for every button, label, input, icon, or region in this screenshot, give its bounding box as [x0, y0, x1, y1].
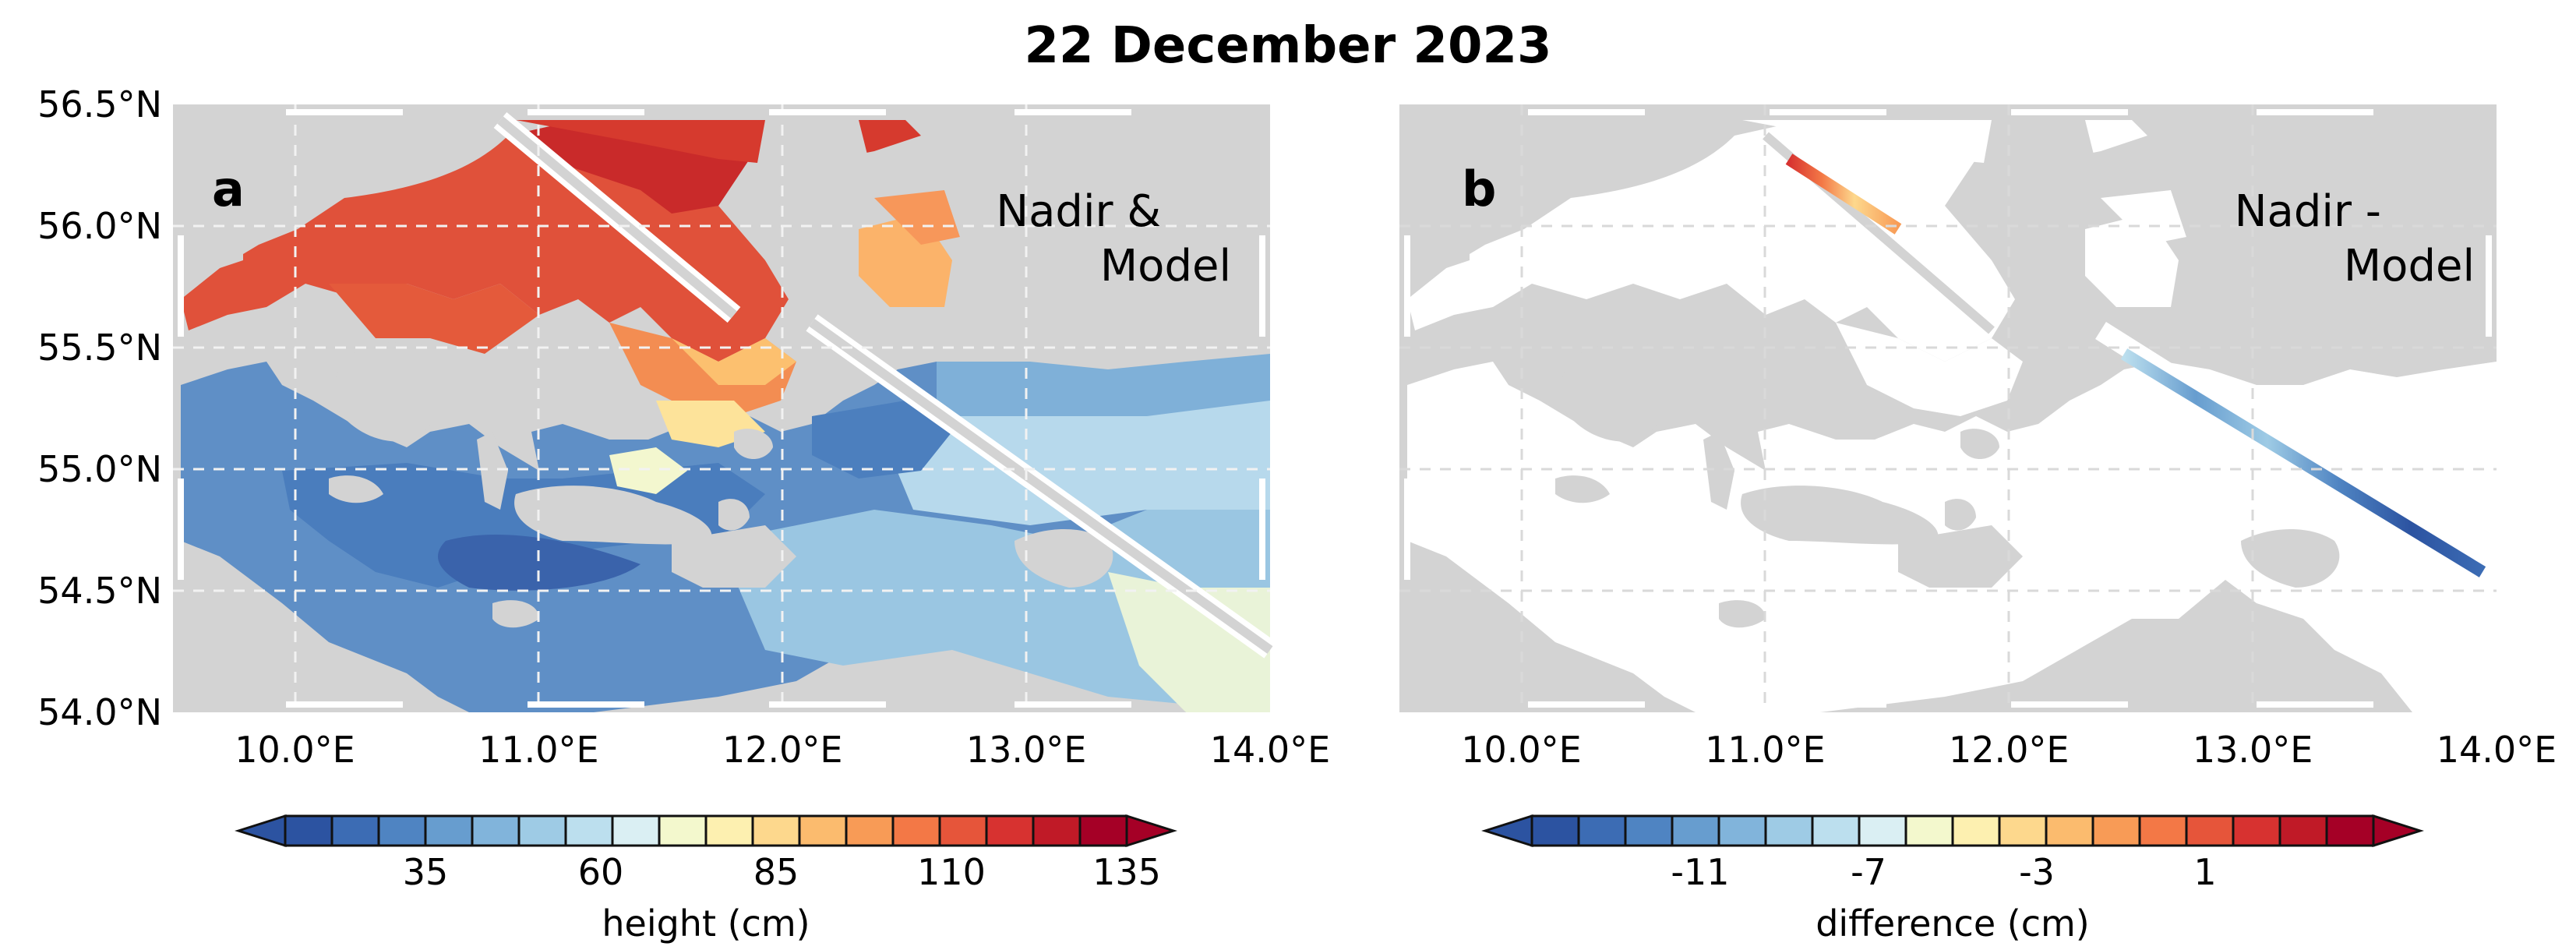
panel-a-colorbar-max-extend — [1125, 814, 1177, 848]
panel-a-lon-tick-label: 10.0°E — [235, 729, 355, 771]
panel-a-colorbar-bin — [798, 814, 848, 847]
panel-b-colorbar-bin — [1624, 814, 1674, 847]
panel-b-axes: 10.0°E 11.0°E 12.0°E 13.0°E 14.0°E — [1461, 729, 2557, 771]
panel-a-lat-tick-label: 54.0°N — [37, 691, 162, 733]
panel-a-lat-tick-label: 56.0°N — [37, 205, 162, 247]
panel-a-lat-tick-label: 55.0°N — [37, 448, 162, 490]
figure-title: 22 December 2023 — [1024, 17, 1551, 75]
panel-b-annotation-line2: Model — [2344, 241, 2475, 291]
panel-b-colorbar-bin — [1858, 814, 1907, 847]
panel-a-colorbar-label: height (cm) — [602, 902, 810, 945]
panel-a-colorbar-tick-label: 135 — [1092, 851, 1161, 893]
panel-a-colorbar-bin — [1078, 814, 1128, 847]
panel-a-colorbar-bin — [611, 814, 661, 847]
panel-a-lon-tick-label: 12.0°E — [722, 729, 843, 771]
panel-b-frame-ticks — [1404, 109, 2492, 708]
panel-b-colorbar-bin — [1671, 814, 1720, 847]
panel-a-colorbar-bin — [284, 814, 333, 847]
panel-b-colorbar-bin — [2278, 814, 2328, 847]
panel-b-colorbar-bin — [1811, 814, 1861, 847]
panel-b-colorbar-bin — [2045, 814, 2094, 847]
panel-b-colorbar-bin — [2138, 814, 2188, 847]
panel-a-colorbar-bin — [845, 814, 895, 847]
panel-b-colorbar-max-extend — [2372, 814, 2424, 848]
panel-a-gridlines — [173, 104, 1270, 712]
panel-a: a Nadir & Model — [173, 104, 1276, 712]
panel-b-colorbar-bin — [1530, 814, 1580, 847]
panel-b-colorbar-bin — [1998, 814, 2048, 847]
panel-a-kattegat-field — [181, 120, 960, 494]
panel-a-colorbar-bin — [658, 814, 708, 847]
panel-b-label: b — [1462, 161, 1496, 217]
panel-a-lat-tick-label: 56.5°N — [37, 83, 162, 125]
panel-b-colorbar-min-extend — [1481, 814, 1533, 848]
panel-a-annotation-line2: Model — [1100, 241, 1231, 291]
panel-b-colorbar-bin — [1951, 814, 2001, 847]
panel-a-frame-ticks — [178, 109, 1265, 708]
panel-a-lat-tick-label: 54.5°N — [37, 570, 162, 612]
panel-a-label: a — [212, 161, 245, 217]
panel-b-colorbar-bin — [2232, 814, 2281, 847]
panel-b-colorbar-bin — [1764, 814, 1814, 847]
panel-b-colorbar-bin — [2325, 814, 2375, 847]
panel-b-lon-tick-label: 10.0°E — [1461, 729, 1582, 771]
panel-a-colorbar-bin — [330, 814, 380, 847]
panel-a-colorbar-bin — [564, 814, 614, 847]
panel-a-colorbar-bin — [704, 814, 754, 847]
panel-b-colorbar-bin — [1904, 814, 1954, 847]
panel-b-colorbar-tick-label: -11 — [1671, 851, 1729, 893]
panel-b-lon-tick-label: 13.0°E — [2193, 729, 2313, 771]
panel-a-axes: 10.0°E 11.0°E 12.0°E 13.0°E 14.0°E 56.5°N 56.0… — [37, 83, 1330, 771]
panel-a-colorbar-bin — [985, 814, 1035, 847]
panel-a-lon-tick-label: 11.0°E — [478, 729, 599, 771]
panel-b-colorbar-bin — [2185, 814, 2235, 847]
panel-b-land — [1399, 104, 2497, 628]
panel-b-lon-tick-label: 14.0°E — [2437, 729, 2557, 771]
panel-b-colorbar: -11 -7 -3 1 difference (cm) — [1481, 814, 2424, 945]
panel-a-colorbar-bin — [517, 814, 567, 847]
panel-a-annotation-line1: Nadir & — [996, 186, 1161, 237]
panel-b-colorbar-bin — [1717, 814, 1767, 847]
panel-a-colorbar-bin — [938, 814, 988, 847]
panel-a-colorbar-min-extend — [235, 814, 287, 848]
panel-a-lon-tick-label: 13.0°E — [966, 729, 1087, 771]
panel-a-colorbar-tick-label: 35 — [403, 851, 449, 893]
panel-a-land — [173, 104, 1270, 628]
panel-b: b Nadir - Model — [1399, 104, 2502, 712]
panel-b-annotation-line1: Nadir - — [2235, 186, 2381, 237]
panel-a-lon-tick-label: 14.0°E — [1210, 729, 1331, 771]
panel-a-colorbar-bin — [1032, 814, 1082, 847]
panel-a-colorbar-tick-label: 85 — [753, 851, 799, 893]
panel-b-colorbar-bin — [1577, 814, 1627, 847]
panel-a-colorbar-tick-label: 60 — [578, 851, 624, 893]
panel-b-colorbar-tick-label: -7 — [1851, 851, 1886, 893]
panel-b-lon-tick-label: 12.0°E — [1949, 729, 2070, 771]
panel-a-colorbar-bin — [377, 814, 427, 847]
panel-b-colorbar-tick-label: 1 — [2193, 851, 2216, 893]
panel-a-lat-tick-label: 55.5°N — [37, 327, 162, 369]
panel-a-colorbar-bin — [471, 814, 520, 847]
panel-a-colorbar-bin — [891, 814, 941, 847]
panel-a-colorbar: 35 60 85 110 135 height (cm) — [235, 814, 1177, 945]
panel-b-gridlines — [1399, 104, 2497, 712]
panel-a-colorbar-tick-label: 110 — [917, 851, 986, 893]
panel-b-nadir-tracks — [1759, 128, 2502, 588]
panel-b-colorbar-label: difference (cm) — [1816, 902, 2090, 945]
panel-b-colorbar-bin — [2091, 814, 2141, 847]
panel-a-colorbar-bin — [424, 814, 474, 847]
panel-b-lon-tick-label: 11.0°E — [1705, 729, 1826, 771]
panel-b-colorbar-tick-label: -3 — [2019, 851, 2055, 893]
panel-a-colorbar-bin — [751, 814, 801, 847]
